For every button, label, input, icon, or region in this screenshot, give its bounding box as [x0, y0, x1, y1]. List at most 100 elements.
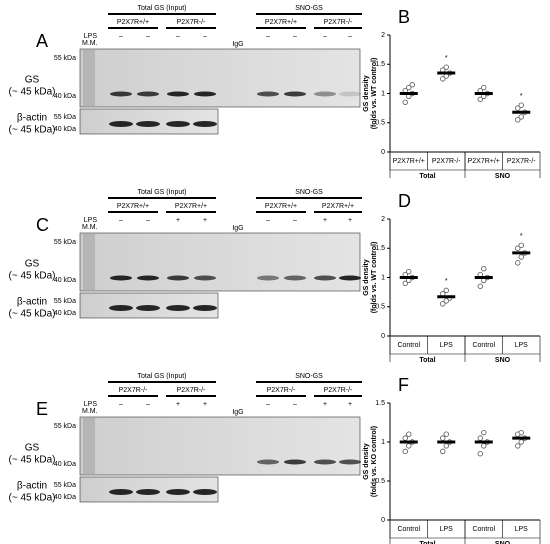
genotype-label: P2X7R-/- — [177, 387, 206, 394]
y-tick-label: 2 — [381, 216, 385, 223]
lps-sign: – — [266, 33, 270, 40]
ladder — [83, 50, 95, 106]
kda-label: 55 kDa — [54, 298, 76, 305]
lps-sign: – — [146, 401, 150, 408]
data-point — [481, 266, 487, 272]
data-point — [518, 242, 524, 249]
gs-band — [110, 91, 132, 97]
data-point — [402, 99, 408, 105]
genotype-label: P2X7R-/- — [177, 19, 206, 26]
igg-label: IgG — [232, 225, 243, 232]
genotype-label: P2X7R+/+ — [117, 203, 149, 210]
group-label: Total — [419, 541, 435, 544]
data-point — [409, 82, 415, 88]
y-tick-label: 0 — [381, 517, 385, 524]
data-point — [440, 76, 446, 82]
data-point — [477, 283, 483, 289]
marker-label: M.M. — [82, 40, 98, 47]
kda-label: 55 kDa — [54, 482, 76, 489]
data-point — [518, 439, 524, 445]
kda-label: 40 kDa — [54, 277, 76, 284]
panel-letter: E — [36, 399, 48, 419]
gs-band — [339, 275, 361, 281]
y-tick-label: 0 — [381, 149, 385, 156]
group-label: Total — [419, 173, 435, 180]
kda-label: 40 kDa — [54, 126, 76, 133]
data-point — [477, 450, 483, 457]
y-tick-label: 1.5 — [375, 245, 385, 252]
gs-label: GS — [25, 259, 40, 270]
actin-band — [109, 121, 133, 127]
actin-band — [193, 489, 217, 495]
gs-band — [314, 275, 336, 281]
genotype-label: P2X7R+/+ — [265, 19, 297, 26]
actin-band — [136, 121, 160, 127]
actin-band — [193, 121, 217, 127]
kda-label: 40 kDa — [54, 310, 76, 317]
gs-blot — [79, 416, 361, 476]
genotype-label: P2X7R+/+ — [265, 203, 297, 210]
lps-sign: – — [119, 33, 123, 40]
lps-sign: – — [293, 33, 297, 40]
group-label: SNO — [495, 357, 511, 364]
lps-sign: + — [323, 401, 327, 408]
ladder — [83, 234, 95, 290]
lps-sign: – — [293, 401, 297, 408]
genotype-label: P2X7R-/- — [119, 387, 148, 394]
gs-band — [284, 459, 306, 465]
significance-mark: * — [445, 278, 448, 285]
panel-letter: C — [36, 215, 49, 235]
y-tick-label: 1 — [381, 274, 385, 281]
data-point — [481, 84, 487, 91]
gs-band — [314, 91, 336, 97]
y-tick-label: 0 — [381, 333, 385, 340]
lps-label: LPS — [84, 33, 98, 40]
significance-mark: * — [520, 93, 523, 100]
data-point — [440, 435, 446, 441]
data-point — [402, 280, 408, 287]
actin-band — [166, 121, 190, 127]
lps-sign: – — [119, 401, 123, 408]
data-point — [515, 443, 521, 449]
x-tick-label: P2X7R-/- — [432, 158, 461, 165]
gs-band — [194, 275, 216, 281]
x-tick-label: Control — [397, 526, 420, 533]
data-point — [477, 435, 483, 441]
lps-label: LPS — [84, 217, 98, 224]
significance-mark: * — [445, 55, 448, 62]
y-tick-label: 2 — [381, 32, 385, 39]
x-tick-label: Control — [397, 342, 420, 349]
data-point — [402, 448, 408, 455]
actin-band — [166, 305, 190, 311]
actin-label: β-actin — [17, 113, 47, 124]
genotype-label: P2X7R-/- — [267, 387, 296, 394]
actin-band — [166, 489, 190, 495]
group-label: SNO-GS — [295, 373, 323, 380]
data-point — [406, 443, 412, 449]
data-point — [402, 435, 408, 441]
y-axis-label: (folds vs. WT control) — [371, 58, 378, 130]
lps-sign: – — [266, 217, 270, 224]
actin-band — [109, 305, 133, 311]
kda-label: 55 kDa — [54, 423, 76, 430]
gs-band — [339, 91, 361, 97]
data-point — [515, 245, 521, 251]
y-tick-label: 1.5 — [375, 400, 385, 407]
gs-band — [167, 275, 189, 281]
group-label: SNO-GS — [295, 189, 323, 196]
data-point — [443, 298, 449, 304]
genotype-label: P2X7R-/- — [324, 387, 353, 394]
data-point — [518, 254, 524, 260]
actin-band — [109, 489, 133, 495]
data-point — [443, 443, 449, 449]
lps-sign: – — [146, 217, 150, 224]
lps-sign: – — [348, 33, 352, 40]
igg-label: IgG — [232, 41, 243, 48]
lps-sign: – — [203, 33, 207, 40]
group-label: Total — [419, 357, 435, 364]
gs-blot — [79, 48, 361, 108]
actin-label: β-actin — [17, 481, 47, 492]
data-point — [406, 268, 412, 275]
data-point — [443, 287, 449, 294]
